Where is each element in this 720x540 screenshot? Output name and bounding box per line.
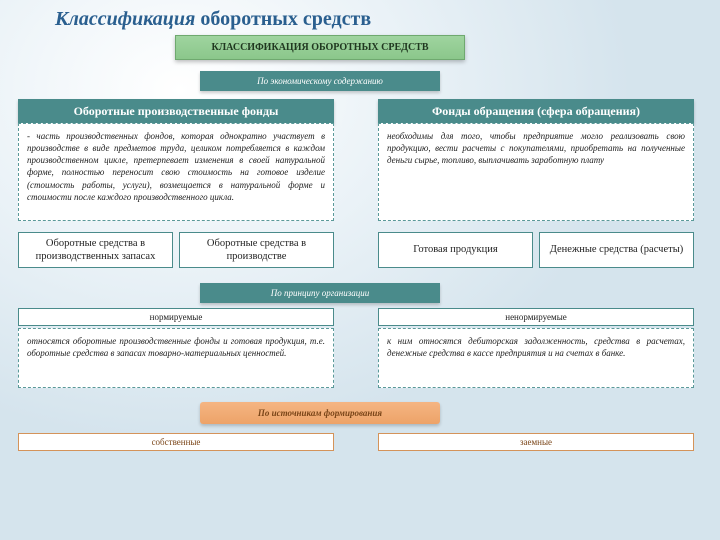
- box-nonnormed: ненормируемые: [378, 308, 694, 326]
- desc-normed: относятся оборотные производственные фон…: [18, 328, 334, 388]
- section-header-sources: По источникам формирования: [200, 402, 440, 424]
- desc-nonnormed: к ним относятся дебиторская задолженност…: [378, 328, 694, 388]
- box-normed: нормируемые: [18, 308, 334, 326]
- box-money: Денежные средства (расчеты): [539, 232, 694, 268]
- box-in-production: Оборотные средства в производстве: [179, 232, 334, 268]
- title-rest: оборотных средств: [195, 8, 371, 30]
- box-loan: заемные: [378, 433, 694, 451]
- page-title: Классификация оборотных средств: [55, 8, 371, 31]
- box-own: собственные: [18, 433, 334, 451]
- title-italic: Классификация: [55, 8, 195, 30]
- desc-production-funds: - часть производственных фондов, которая…: [18, 123, 334, 221]
- main-header: КЛАССИФИКАЦИЯ ОБОРОТНЫХ СРЕДСТВ: [175, 35, 465, 60]
- box-stocks: Оборотные средства в производственных за…: [18, 232, 173, 268]
- section-header-organization: По принципу организации: [200, 283, 440, 303]
- desc-circulation-funds: необходимы для того, чтобы предприятие м…: [378, 123, 694, 221]
- section-header-economic: По экономическому содержанию: [200, 71, 440, 91]
- col-title-production-funds: Оборотные производственные фонды: [18, 99, 334, 124]
- col-title-circulation-funds: Фонды обращения (сфера обращения): [378, 99, 694, 124]
- box-ready-product: Готовая продукция: [378, 232, 533, 268]
